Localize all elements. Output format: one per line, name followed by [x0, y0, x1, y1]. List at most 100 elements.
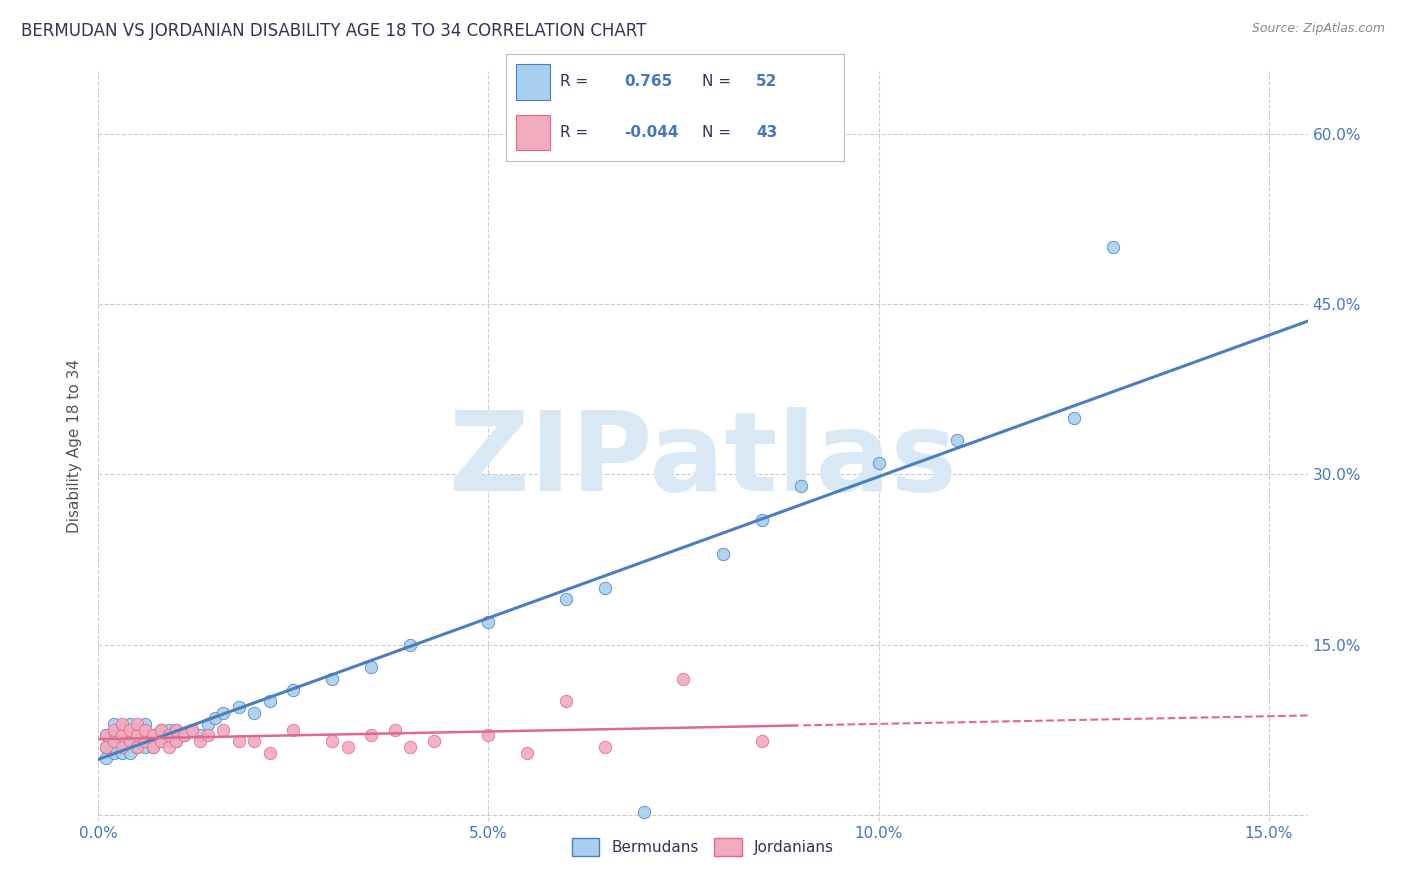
Point	[399, 739, 422, 754]
Point	[127, 717, 149, 731]
Point	[118, 729, 141, 743]
Point	[149, 734, 172, 748]
Point	[212, 706, 235, 720]
Point	[111, 746, 134, 760]
Point	[228, 734, 250, 748]
Bar	[516, 114, 550, 150]
Text: 52: 52	[756, 74, 778, 89]
Point	[516, 746, 538, 760]
Point	[173, 729, 195, 743]
Point	[751, 734, 773, 748]
Point	[127, 729, 149, 743]
Point	[204, 711, 226, 725]
Point	[142, 739, 165, 754]
Point	[134, 729, 156, 743]
Point	[157, 723, 180, 737]
Point	[595, 581, 617, 595]
Point	[111, 729, 134, 743]
Point	[118, 717, 141, 731]
Point	[157, 729, 180, 743]
Text: 43: 43	[756, 125, 778, 140]
Point	[197, 717, 219, 731]
Point	[165, 734, 187, 748]
Point	[173, 729, 195, 743]
Point	[243, 706, 266, 720]
Point	[711, 547, 734, 561]
Point	[188, 729, 211, 743]
Point	[118, 734, 141, 748]
Point	[142, 729, 165, 743]
Point	[360, 729, 382, 743]
Point	[555, 694, 578, 708]
Text: -0.044: -0.044	[624, 125, 679, 140]
Point	[96, 739, 118, 754]
Text: R =: R =	[560, 125, 593, 140]
Point	[945, 434, 967, 448]
Point	[103, 723, 125, 737]
Point	[111, 723, 134, 737]
Text: N =: N =	[702, 125, 735, 140]
Point	[142, 739, 165, 754]
Point	[149, 723, 172, 737]
Point	[118, 734, 141, 748]
Point	[197, 729, 219, 743]
Point	[103, 717, 125, 731]
Y-axis label: Disability Age 18 to 34: Disability Age 18 to 34	[67, 359, 83, 533]
Point	[384, 723, 406, 737]
Point	[103, 729, 125, 743]
Point	[127, 739, 149, 754]
Point	[228, 700, 250, 714]
Point	[96, 751, 118, 765]
Point	[127, 734, 149, 748]
Text: 0.765: 0.765	[624, 74, 672, 89]
Bar	[516, 64, 550, 100]
Point	[96, 729, 118, 743]
Point	[103, 734, 125, 748]
Point	[134, 739, 156, 754]
Point	[134, 734, 156, 748]
Point	[259, 746, 281, 760]
Point	[103, 739, 125, 754]
Point	[96, 739, 118, 754]
Point	[103, 746, 125, 760]
Point	[142, 729, 165, 743]
Point	[165, 734, 187, 748]
Point	[134, 717, 156, 731]
Point	[181, 723, 204, 737]
Point	[118, 746, 141, 760]
Point	[283, 683, 305, 698]
Point	[111, 739, 134, 754]
Text: ZIPatlas: ZIPatlas	[449, 408, 957, 515]
Text: Source: ZipAtlas.com: Source: ZipAtlas.com	[1251, 22, 1385, 36]
Point	[118, 723, 141, 737]
Point	[423, 734, 446, 748]
Point	[1063, 410, 1085, 425]
Point	[134, 723, 156, 737]
Point	[181, 723, 204, 737]
Point	[399, 638, 422, 652]
Point	[111, 717, 134, 731]
Point	[127, 723, 149, 737]
Point	[360, 660, 382, 674]
Point	[165, 723, 187, 737]
Text: BERMUDAN VS JORDANIAN DISABILITY AGE 18 TO 34 CORRELATION CHART: BERMUDAN VS JORDANIAN DISABILITY AGE 18 …	[21, 22, 647, 40]
Point	[259, 694, 281, 708]
Point	[243, 734, 266, 748]
Text: R =: R =	[560, 74, 593, 89]
Point	[477, 615, 499, 629]
Point	[337, 739, 360, 754]
Legend: Bermudans, Jordanians: Bermudans, Jordanians	[565, 832, 841, 862]
Point	[188, 734, 211, 748]
Point	[111, 734, 134, 748]
Point	[157, 734, 180, 748]
Point	[595, 739, 617, 754]
Point	[633, 805, 655, 819]
Point	[149, 734, 172, 748]
Point	[96, 729, 118, 743]
Point	[751, 513, 773, 527]
Point	[321, 734, 343, 748]
Point	[868, 456, 890, 470]
Point	[212, 723, 235, 737]
Point	[321, 672, 343, 686]
Point	[672, 672, 695, 686]
